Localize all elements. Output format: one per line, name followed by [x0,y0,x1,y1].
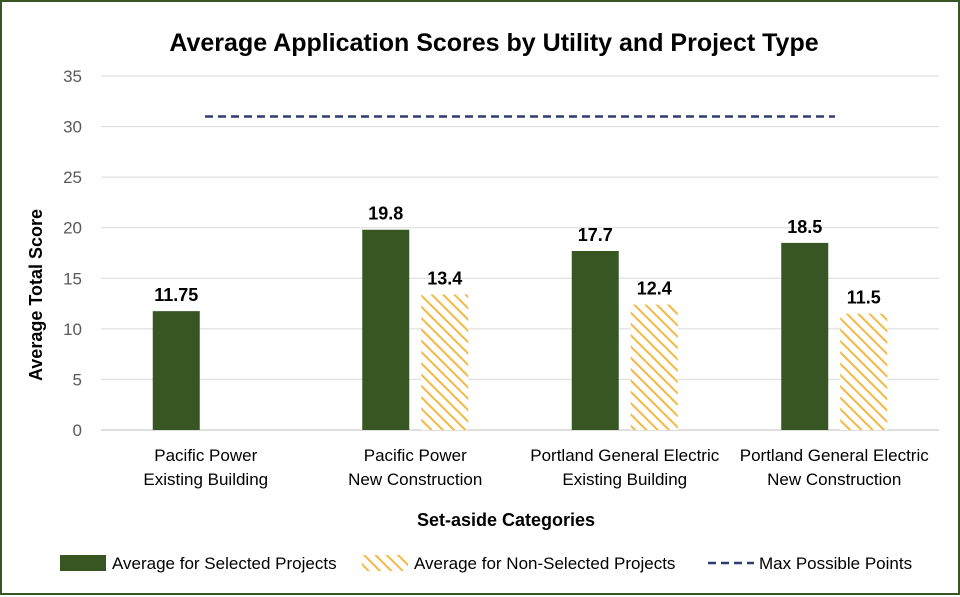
x-tick-label: New Construction [348,470,482,489]
legend-label-selected: Average for Selected Projects [112,554,337,573]
bar-non-selected [630,304,678,430]
legend-label-non-selected: Average for Non-Selected Projects [414,554,675,573]
data-label: 17.7 [578,225,613,245]
data-label: 19.8 [368,204,403,224]
x-axis-categories: Pacific Power Existing Building Pacific Po… [143,446,929,489]
data-label: 12.4 [637,279,672,299]
legend-swatch-non-selected [362,555,408,571]
chart-title: Average Application Scores by Utility an… [169,29,818,57]
data-label: 18.5 [787,217,822,237]
legend-label-max-points: Max Possible Points [759,554,912,573]
y-tick-label: 35 [63,67,82,86]
bar-selected [571,250,619,430]
y-tick-label: 5 [73,370,82,389]
y-tick-label: 30 [63,118,82,137]
y-tick-label: 25 [63,168,82,187]
data-label: 13.4 [427,268,462,288]
y-axis-title: Average Total Score [26,209,46,381]
legend: Average for Selected Projects Average for… [60,554,912,573]
x-tick-label: Portland General Electric [530,446,719,465]
x-tick-label: Existing Building [143,470,268,489]
bar-selected [152,311,200,430]
gridlines [101,75,939,431]
bar-non-selected [421,294,469,430]
y-tick-label: 10 [63,320,82,339]
x-tick-label: Portland General Electric [740,446,929,465]
x-axis-title: Set-aside Categories [417,510,595,530]
data-labels: 11.75 19.8 13.4 17.7 12.4 18.5 11.5 [154,204,881,308]
x-tick-label: Pacific Power [154,446,257,465]
x-tick-label: New Construction [767,470,901,489]
legend-swatch-selected [60,555,106,571]
y-tick-label: 15 [63,269,82,288]
bars [152,229,888,430]
x-tick-label: Pacific Power [364,446,467,465]
bar-selected [781,242,829,430]
x-tick-label: Existing Building [562,470,687,489]
y-axis-ticks: 0 5 10 15 20 25 30 35 [63,67,82,440]
bar-non-selected [840,313,888,430]
y-tick-label: 20 [63,219,82,238]
data-label: 11.75 [154,285,198,305]
data-label: 11.5 [847,288,881,308]
y-tick-label: 0 [73,421,82,440]
bar-selected [362,229,410,430]
